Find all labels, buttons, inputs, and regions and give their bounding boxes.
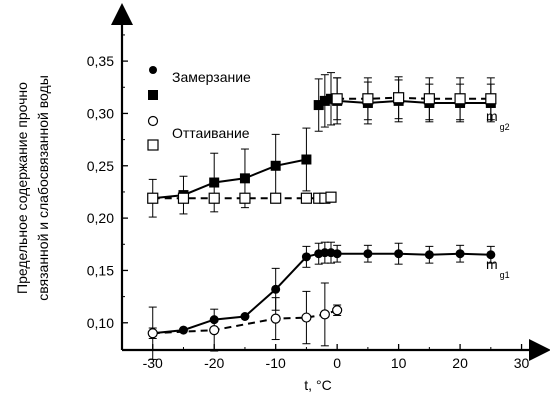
legend: Замерзание Оттаивание [147, 66, 251, 151]
data-point [319, 95, 330, 106]
data-point [178, 325, 188, 335]
data-point [209, 325, 220, 336]
data-point [423, 93, 435, 105]
curve-label-mg2: mg2 [486, 108, 510, 132]
data-point [319, 309, 330, 320]
legend-marker-filled-square [148, 90, 158, 100]
data-point [301, 312, 312, 323]
x-tick-label: -10 [266, 355, 286, 371]
data-point [363, 249, 373, 259]
y-tick-label: 0,20 [87, 210, 114, 226]
plot-axes: -30 -20 -10 0 10 20 30 0,10 0,15 0,20 0,25 0,30 0,35 [87, 3, 550, 371]
data-point [362, 93, 374, 105]
legend-marker-open-circle [147, 115, 159, 127]
series-open-circle [147, 282, 343, 352]
data-point [208, 192, 220, 204]
y-tick-label: 0,15 [87, 262, 114, 278]
y-tick-label: 0,35 [87, 53, 114, 69]
data-point [177, 192, 190, 204]
y-axis-label-line1: Предельное содержание прочно [14, 82, 30, 294]
curve-label-mg1: mg1 [486, 256, 510, 280]
series-curve [337, 96, 491, 100]
data-point [301, 154, 312, 165]
y-tick-label: 0,30 [87, 105, 114, 121]
data-point [270, 313, 281, 324]
data-point [301, 252, 311, 262]
data-point [239, 173, 250, 184]
data-point [454, 93, 466, 105]
y-tick-label: 0,10 [87, 315, 114, 331]
data-point [313, 100, 324, 111]
x-tick-label: 10 [391, 355, 407, 371]
data-point [332, 249, 342, 259]
legend-freezing-label: Замерзание [172, 69, 251, 85]
data-point [270, 160, 281, 171]
legend-thawing-label: Оттаивание [172, 125, 250, 141]
legend-marker-open-square [147, 139, 159, 151]
series-curve [152, 251, 491, 335]
data-point [485, 93, 497, 105]
data-point [209, 177, 220, 188]
data-point [147, 192, 159, 204]
data-series [147, 72, 497, 360]
data-point [300, 192, 313, 204]
data-point [271, 284, 281, 294]
x-tick-label: 0 [333, 355, 341, 371]
x-axis-label: t, °C [304, 377, 331, 393]
series-open-square [147, 76, 497, 204]
legend-marker-filled-circle [149, 66, 157, 74]
series-curve [152, 158, 307, 200]
data-point [147, 328, 158, 339]
x-tick-label: 30 [514, 355, 530, 371]
data-point [270, 192, 282, 204]
x-tick-label: -30 [143, 355, 163, 371]
data-point [455, 249, 465, 259]
data-point [486, 250, 496, 260]
x-tick-label: -20 [204, 355, 224, 371]
data-point [240, 312, 250, 322]
data-point [239, 192, 251, 204]
series-curve [152, 309, 338, 335]
data-point [424, 250, 434, 260]
data-point [394, 249, 404, 259]
data-point [326, 93, 336, 104]
data-point [332, 305, 343, 316]
y-axis-label-line2: связанной и слабосвязанной воды [35, 75, 51, 301]
data-point [325, 191, 337, 203]
y-tick-label: 0,25 [87, 158, 114, 174]
data-point [393, 92, 405, 104]
data-point [331, 93, 343, 105]
series-filled-circle [148, 241, 496, 360]
x-tick-label: 20 [452, 355, 468, 371]
